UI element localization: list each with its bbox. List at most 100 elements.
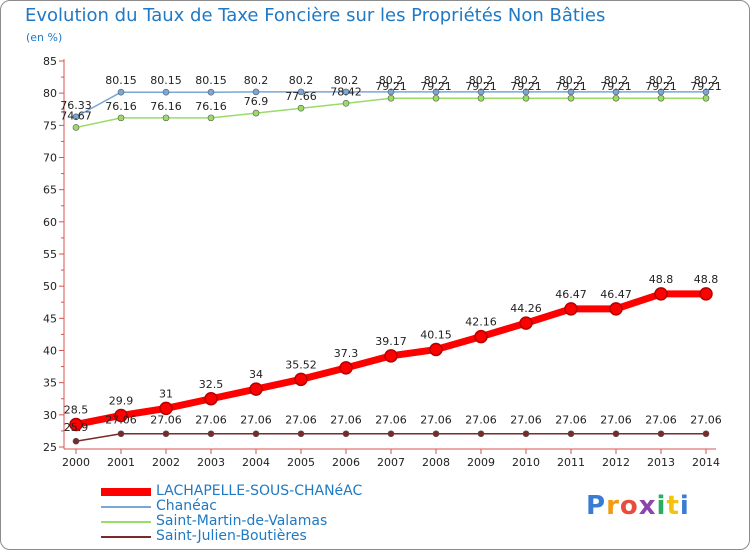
- data-label: 80.15: [150, 74, 182, 87]
- data-point: [342, 430, 350, 438]
- data-point: [252, 109, 260, 117]
- data-point: [702, 88, 710, 96]
- y-tick-label: 85: [43, 55, 57, 68]
- data-label: 27.06: [555, 414, 587, 427]
- data-label: 27.06: [645, 414, 677, 427]
- data-point: [699, 287, 713, 301]
- data-label: 78.42: [330, 85, 362, 98]
- data-point: [342, 100, 350, 107]
- data-point: [432, 88, 440, 96]
- data-point: [612, 88, 620, 96]
- data-point: [477, 430, 485, 438]
- x-tick-label: 2005: [287, 456, 315, 469]
- data-point: [117, 88, 125, 96]
- data-label: 80.2: [244, 74, 269, 87]
- data-label: 79.21: [465, 80, 497, 93]
- x-tick-label: 2006: [332, 456, 360, 469]
- data-point: [387, 430, 395, 438]
- logo-letter: o: [619, 491, 639, 521]
- data-label: 80.2: [469, 74, 494, 87]
- data-label: 27.06: [285, 414, 317, 427]
- proxiti-logo: Proxiti: [586, 491, 690, 521]
- data-label: 27.06: [465, 414, 497, 427]
- legend-label: Saint-Julien-Boutières: [156, 528, 307, 544]
- data-label: 46.47: [600, 288, 632, 301]
- data-label: 40.15: [420, 329, 452, 342]
- data-point: [657, 88, 665, 96]
- y-tick-label: 60: [43, 216, 57, 229]
- y-tick-label: 70: [43, 152, 57, 165]
- x-tick-label: 2010: [512, 456, 540, 469]
- x-tick-label: 2007: [377, 456, 405, 469]
- data-label: 39.17: [375, 335, 407, 348]
- data-label: 37.3: [334, 347, 359, 360]
- data-label: 76.16: [150, 100, 182, 113]
- legend-label: Saint-Martin-de-Valamas: [156, 513, 328, 529]
- data-point: [72, 437, 80, 445]
- data-point: [657, 430, 665, 438]
- data-point: [477, 88, 485, 96]
- data-point: [612, 94, 620, 102]
- data-point: [207, 88, 215, 96]
- data-label: 80.2: [514, 74, 539, 87]
- x-tick-label: 2003: [197, 456, 225, 469]
- data-label: 80.15: [105, 74, 137, 87]
- data-point: [297, 430, 305, 438]
- y-tick-label: 30: [43, 409, 57, 422]
- data-point: [117, 430, 125, 438]
- logo-letter: i: [656, 491, 667, 521]
- data-point: [612, 430, 620, 438]
- data-label: 80.2: [649, 74, 674, 87]
- data-label: 28.5: [64, 403, 89, 416]
- data-point: [162, 114, 170, 122]
- data-point: [159, 401, 173, 416]
- data-point: [609, 302, 623, 316]
- data-point: [474, 329, 488, 344]
- data-point: [702, 94, 710, 102]
- x-tick-label: 2002: [152, 456, 180, 469]
- data-point: [477, 94, 485, 102]
- x-tick-label: 2012: [602, 456, 630, 469]
- data-label: 29.9: [109, 394, 134, 407]
- data-label: 27.06: [240, 414, 272, 427]
- data-point: [522, 88, 530, 96]
- data-point: [72, 124, 80, 131]
- data-point: [252, 430, 260, 438]
- data-label: 79.21: [510, 80, 542, 93]
- data-point: [384, 349, 398, 363]
- chart-title: Evolution du Taux de Taxe Foncière sur l…: [25, 5, 606, 26]
- logo-letter: P: [586, 491, 607, 521]
- data-point: [204, 392, 218, 406]
- data-point: [564, 302, 578, 316]
- data-label: 79.21: [375, 80, 407, 93]
- x-tick-label: 2014: [692, 456, 720, 469]
- data-point: [162, 430, 170, 438]
- y-tick-label: 25: [43, 441, 57, 454]
- y-tick-label: 65: [43, 184, 57, 197]
- data-label: 79.21: [420, 80, 452, 93]
- data-point: [252, 88, 260, 96]
- data-label: 25.9: [64, 421, 89, 434]
- data-point: [207, 430, 215, 438]
- data-label: 46.47: [555, 288, 587, 301]
- data-label: 77.66: [285, 90, 317, 103]
- data-point: [567, 88, 575, 96]
- data-label: 76.16: [105, 100, 137, 113]
- data-label: 80.2: [379, 74, 404, 87]
- data-point: [117, 114, 125, 122]
- data-point: [294, 372, 308, 387]
- data-label: 42.16: [465, 316, 497, 329]
- data-label: 27.06: [150, 414, 182, 427]
- legend-swatch: [101, 521, 151, 523]
- y-tick-label: 45: [43, 312, 57, 325]
- data-label: 80.15: [195, 74, 227, 87]
- x-tick-label: 2008: [422, 456, 450, 469]
- data-point: [429, 342, 443, 357]
- data-label: 76.9: [244, 95, 269, 108]
- data-point: [297, 88, 305, 96]
- data-point: [567, 430, 575, 438]
- y-tick-label: 35: [43, 377, 57, 390]
- data-label: 34: [249, 368, 263, 381]
